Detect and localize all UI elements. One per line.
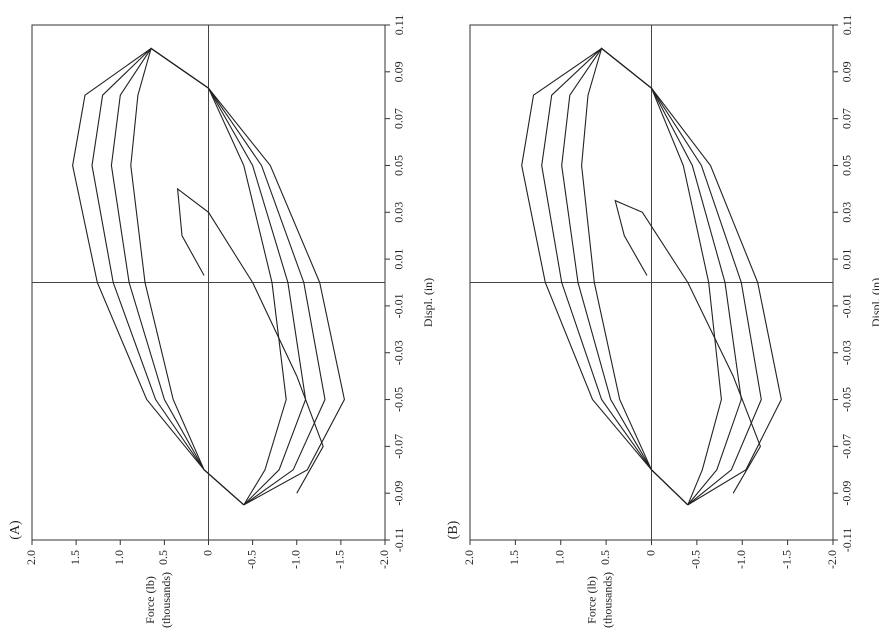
y-tick-label: -2.0 — [825, 550, 839, 569]
x-tick-label: -0.09 — [840, 481, 854, 506]
y-axis-label: Force (lb) — [584, 576, 598, 624]
y-tick-label: -0.5 — [689, 550, 703, 569]
y-axis-label: (thousands) — [159, 572, 173, 628]
y-axis-label: (thousands) — [600, 572, 614, 628]
y-tick-label: 2.0 — [462, 550, 476, 565]
y-tick-label: 0 — [643, 550, 657, 556]
x-tick-label: 0.09 — [840, 61, 854, 82]
x-tick-label: -0.03 — [840, 340, 854, 365]
y-tick-label: 1.5 — [68, 550, 82, 565]
x-tick-label: -0.05 — [840, 387, 854, 412]
panel-label: (B) — [446, 520, 461, 539]
x-tick-label: 0.11 — [392, 15, 406, 36]
y-axis-label: Force (lb) — [143, 576, 157, 624]
x-tick-label: -0.09 — [392, 481, 406, 506]
x-tick-label: 0.01 — [392, 249, 406, 270]
x-tick-label: 0.05 — [840, 155, 854, 176]
hysteresis-loop — [72, 47, 345, 506]
y-tick-label: -0.5 — [244, 550, 258, 569]
x-tick-label: -0.01 — [840, 293, 854, 318]
x-tick-label: -0.03 — [392, 340, 406, 365]
x-tick-label: -0.07 — [840, 434, 854, 459]
y-tick-label: -1.0 — [289, 550, 303, 569]
x-tick-label: 0.07 — [840, 108, 854, 129]
x-tick-label: 0.09 — [392, 61, 406, 82]
panel-label: (A) — [8, 520, 23, 540]
hysteresis-loop — [176, 187, 324, 494]
x-tick-label: -0.11 — [392, 528, 406, 553]
y-tick-label: -1.0 — [734, 550, 748, 569]
y-tick-label: 0 — [200, 550, 214, 556]
y-tick-label: 2.0 — [24, 550, 38, 565]
y-tick-label: -2.0 — [377, 550, 391, 569]
y-tick-label: -1.5 — [779, 550, 793, 569]
y-tick-label: 1.0 — [112, 550, 126, 565]
x-tick-label: -0.01 — [392, 293, 406, 318]
x-tick-label: 0.01 — [840, 249, 854, 270]
x-tick-label: 0.03 — [392, 202, 406, 223]
y-tick-label: 1.5 — [507, 550, 521, 565]
y-tick-label: 1.0 — [553, 550, 567, 565]
x-tick-label: 0.05 — [392, 155, 406, 176]
x-tick-label: -0.07 — [392, 434, 406, 459]
x-tick-label: -0.05 — [392, 387, 406, 412]
x-axis-label: Displ. (in) — [869, 278, 879, 327]
x-tick-label: -0.11 — [840, 528, 854, 553]
y-tick-label: 0.5 — [156, 550, 170, 565]
x-tick-label: 0.07 — [392, 108, 406, 129]
y-tick-label: -1.5 — [333, 550, 347, 569]
x-tick-label: 0.03 — [840, 202, 854, 223]
hysteresis-loop — [614, 199, 762, 494]
x-tick-label: 0.11 — [840, 15, 854, 36]
y-tick-label: 0.5 — [598, 550, 612, 565]
x-axis-label: Displ. (in) — [421, 278, 435, 327]
hysteresis-loop — [521, 47, 782, 506]
